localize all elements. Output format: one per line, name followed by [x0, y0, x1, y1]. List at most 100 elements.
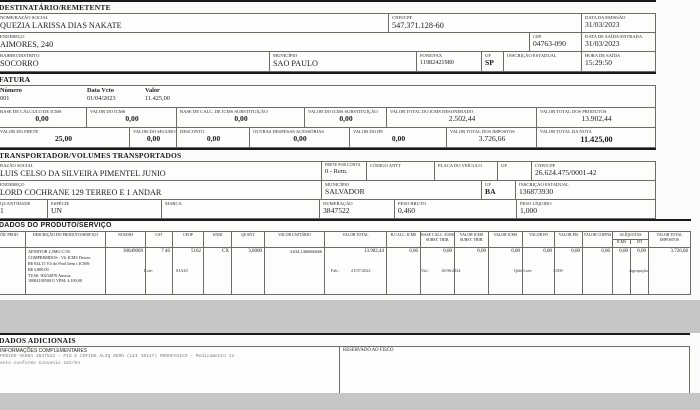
desc-line: R$ 3.800,00 — [28, 266, 49, 272]
field-value: 0 - Rem. — [325, 167, 348, 175]
product-table-header: CÓD. PROD. DESCRIÇÃO DO PRODUTO/SERVIÇO … — [0, 232, 690, 249]
fab-label: Fab.: — [331, 268, 340, 274]
field-label: RESERVADO AO FISCO — [343, 348, 394, 353]
field-value: UN — [51, 205, 62, 215]
field-label: Valor — [145, 87, 160, 94]
field-data-saida-entrada: DATA DE SAÍDA/ENTRADA 31/03/2023 — [581, 33, 655, 51]
field-value: SP — [485, 57, 494, 67]
field-value: 13.902,44 — [581, 113, 612, 123]
field-codigo-antt: CÓDIGO ANTT — [366, 162, 434, 180]
field-label: INFORMAÇÕES COMPLEMENTARES — [0, 348, 88, 354]
field-label: RAZÃO SOCIAL — [0, 163, 34, 168]
field-label: INSCRIÇÃO ESTADUAL — [519, 182, 569, 187]
section-title-transportador: TRANSPORTADOR/VOLUMES TRANSPORTADOS — [0, 148, 656, 161]
info-line: ento conforme Convenio 162/94 — [0, 360, 80, 366]
field-value: 547.371.128-60 — [392, 20, 444, 30]
field-cnpj-cpf: CNPJ/CPF 547.371.128-60 — [388, 14, 581, 32]
field-label: VALOR TOTAL DOS IMPOSTOS — [450, 129, 515, 134]
field-label: QUANTIDADE — [0, 201, 31, 206]
cell-unid: CX — [203, 248, 231, 295]
field-hora-saida: HORA DE SAÍDA 15:29:50 — [581, 52, 655, 71]
field-label: MUNICÍPIO — [325, 182, 350, 187]
field-value: 31/03/2023 — [585, 38, 620, 48]
field-value: 11982421980 — [420, 58, 454, 66]
field-value: 136873930 — [519, 186, 554, 196]
field-label: UF — [485, 53, 491, 58]
field-label: VALOR DO ICMS — [90, 109, 126, 114]
field-label: CEP — [533, 34, 542, 39]
subheader-icms: ICMS — [616, 239, 627, 244]
field-fone-fax: FONE/FAX 11982421980 — [416, 52, 481, 71]
section-title-produtos: DADOS DO PRODUTO/SERVIÇO — [0, 219, 691, 231]
desc-line: COMPRIMIDOS - Vlr ICMS Deson: — [28, 255, 91, 261]
val-value: 10/06/2024 — [441, 268, 461, 274]
field-value: BA — [485, 186, 496, 196]
field-value: 0,00 — [391, 133, 406, 143]
cell-valor-pis: 0,00 — [554, 248, 582, 295]
field-valor-total-nota: VALOR TOTAL DA NOTA 11.425,00 — [536, 128, 655, 147]
field-value: 3847522 — [323, 205, 350, 215]
cell-cst: 7 40 — [145, 248, 172, 295]
field-value: 04763-090 — [533, 38, 566, 48]
field-especie: ESPÉCIE UN — [47, 200, 161, 218]
cell-valor-total-impostos: 3.726,66 — [648, 248, 690, 295]
field-municipio: MUNICÍPIO SAO PAULO — [269, 52, 416, 71]
adicionais-box: INFORMAÇÕES COMPLEMENTARES PEDIDO VENDA … — [0, 346, 690, 393]
section-produtos: DADOS DO PRODUTO/SERVIÇO CÓD. PROD. DESC… — [0, 219, 691, 296]
field-cep: CEP 04763-090 — [529, 33, 581, 51]
field-label: PLACA DO VEÍCULO — [438, 163, 482, 168]
field-value: 0,00 — [234, 113, 248, 123]
field-label: FRETE POR CONTA — [325, 162, 361, 167]
col-header-ncm: NCM/SH — [105, 232, 145, 248]
field-label: BASE DE CÁLCULO DE ICMS — [0, 109, 62, 114]
field-endereco-transp: ENDEREÇO LORD COCHRANE 129 TERREO E 1 AN… — [0, 181, 321, 199]
field-base-calculo-icms: BASE DE CÁLCULO DE ICMS 0,00 — [0, 108, 86, 127]
field-endereco: ENDEREÇO AIMORES, 240 — [0, 33, 529, 51]
col-header-valor-icms: VALOR ICMS — [488, 232, 522, 248]
section-transportador: TRANSPORTADOR/VOLUMES TRANSPORTADOS RAZÃ… — [0, 148, 656, 219]
field-value: 0,00 — [339, 113, 353, 123]
field-value: 1,000 — [520, 205, 538, 215]
agrupacao-label: Agrupação: — [629, 268, 650, 274]
field-valor-total-impostos: VALOR TOTAL DOS IMPOSTOS 3.726,66 — [446, 128, 536, 147]
cell-aliq-ipi: 0,00 — [630, 248, 648, 295]
product-table: CÓD. PROD. DESCRIÇÃO DO PRODUTO/SERVIÇO … — [0, 231, 691, 296]
section-destinatario: DESTINATÁRIO/REMETENTE NOME/RAZÃO SOCIAL… — [0, 0, 656, 72]
col-header-descricao: DESCRIÇÃO DO PRODUTO/SERVIÇO — [25, 232, 105, 248]
field-label: PESO LÍQUIDO — [520, 201, 552, 206]
field-label: ESPÉCIE — [51, 201, 70, 206]
field-label: VALOR TOTAL DA NOTA — [540, 129, 592, 134]
invoice-sheet-bottom: DADOS ADICIONAIS INFORMAÇÕES COMPLEMENTA… — [0, 333, 700, 393]
col-header-valor-total: VALOR TOTAL — [324, 232, 386, 248]
field-value: 0,00 — [125, 113, 139, 123]
field-label: INSCRIÇÃO ESTADUAL — [507, 53, 557, 58]
field-quantidade: QUANTIDADE 1 — [0, 200, 47, 218]
col-header-cst: CST — [145, 232, 172, 248]
field-value: 25,00 — [54, 133, 73, 143]
field-frete-por-conta: FRETE POR CONTA 0 - Rem. — [321, 162, 366, 180]
field-value: 001 — [0, 94, 10, 102]
col-header-valor-ipi: VALOR IPI — [522, 232, 554, 248]
field-value: 0,00 — [35, 113, 49, 123]
section-dados-adicionais: DADOS ADICIONAIS INFORMAÇÕES COMPLEMENTA… — [0, 333, 690, 393]
field-informacoes-complementares: INFORMAÇÕES COMPLEMENTARES PEDIDO VENDA … — [0, 347, 339, 393]
section-fatura: FATURA Número 001 Data Vcto 01/04/2023 V… — [0, 72, 656, 148]
field-data-emissao: DATA DA EMISSÃO 31/03/2023 — [581, 14, 655, 32]
cell-base-icms-st: 0,00 — [420, 248, 454, 295]
col-header-valor-pis: VALOR PIS — [554, 232, 582, 248]
scan-gap-band — [0, 300, 700, 333]
field-label: VALOR TOTAL DO ICMS DESONERADO — [390, 109, 474, 114]
col-header-valor-total-impostos: VALOR TOTAL IMPOSTOS — [648, 232, 690, 248]
field-outras-despesas: OUTRAS DESPESAS ACESSÓRIAS 0,00 — [249, 128, 349, 147]
field-label: OUTRAS DESPESAS ACESSÓRIAS — [253, 129, 324, 134]
field-label: VALOR DO ICMS SUBSTITUIÇÃO — [308, 109, 378, 114]
field-label: MARCA — [165, 201, 182, 206]
imposto-row-1: BASE DE CÁLCULO DE ICMS 0,00 VALOR DO IC… — [0, 107, 656, 128]
cell-valor-icms: 0,00 — [488, 248, 522, 295]
col-header-base-icms-st: BASE CALC. ICMS SUBST. TRIB. — [420, 232, 454, 248]
cell-aliquotas: 0,00 0,00 — [612, 248, 648, 295]
col-header-cod-prod: CÓD. PROD. — [0, 233, 19, 238]
field-value: 26.624.475/0001-42 — [535, 167, 597, 177]
field-uf-transp: UF — [497, 162, 531, 180]
